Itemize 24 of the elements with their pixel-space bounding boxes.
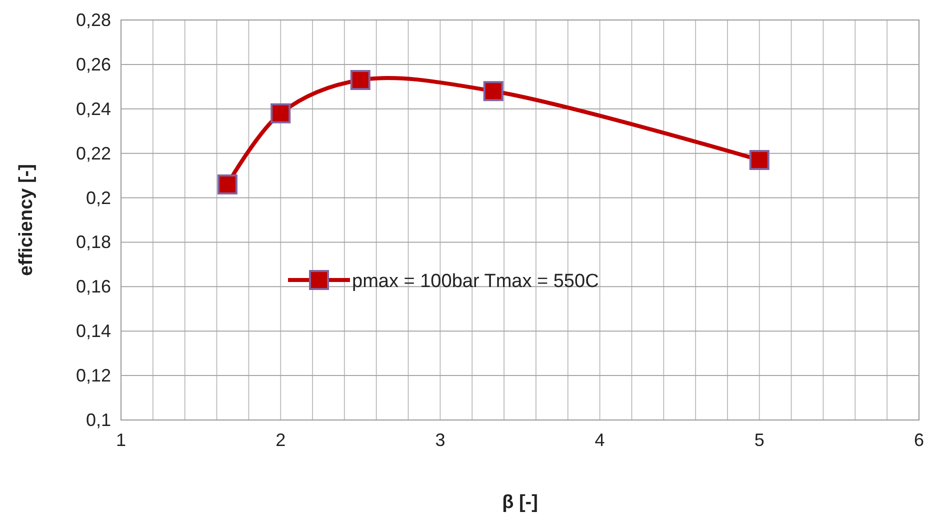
- point: [749, 150, 770, 170]
- x-tick-label: 5: [754, 430, 764, 450]
- x-tick-label: 1: [116, 430, 126, 450]
- y-tick-label: 0,26: [76, 54, 111, 74]
- point: [217, 174, 238, 194]
- x-tick-label: 3: [435, 430, 446, 450]
- x-tick-label: 4: [594, 430, 605, 450]
- y-tick-label: 0,12: [76, 366, 111, 386]
- y-tick-label: 0,28: [76, 10, 111, 30]
- x-tick-label: 2: [276, 430, 286, 450]
- y-tick-label: 0,1: [86, 410, 111, 430]
- y-axis-title: efficiency [-]: [16, 164, 37, 276]
- point: [270, 103, 291, 124]
- point: [350, 70, 370, 90]
- y-tick-label: 0,22: [76, 143, 111, 164]
- y-tick-label: 0,2: [86, 188, 111, 208]
- legend-label: pmax = 100bar Tmax = 550C: [352, 271, 599, 292]
- x-tick-label: 6: [914, 430, 924, 450]
- y-tick-label: 0,18: [76, 232, 111, 252]
- x-axis-title: β [-]: [502, 492, 538, 513]
- y-tick-label: 0,24: [76, 98, 111, 119]
- y-tick-label: 0,16: [76, 276, 111, 297]
- point: [483, 81, 504, 102]
- y-tick-label: 0,14: [76, 321, 111, 342]
